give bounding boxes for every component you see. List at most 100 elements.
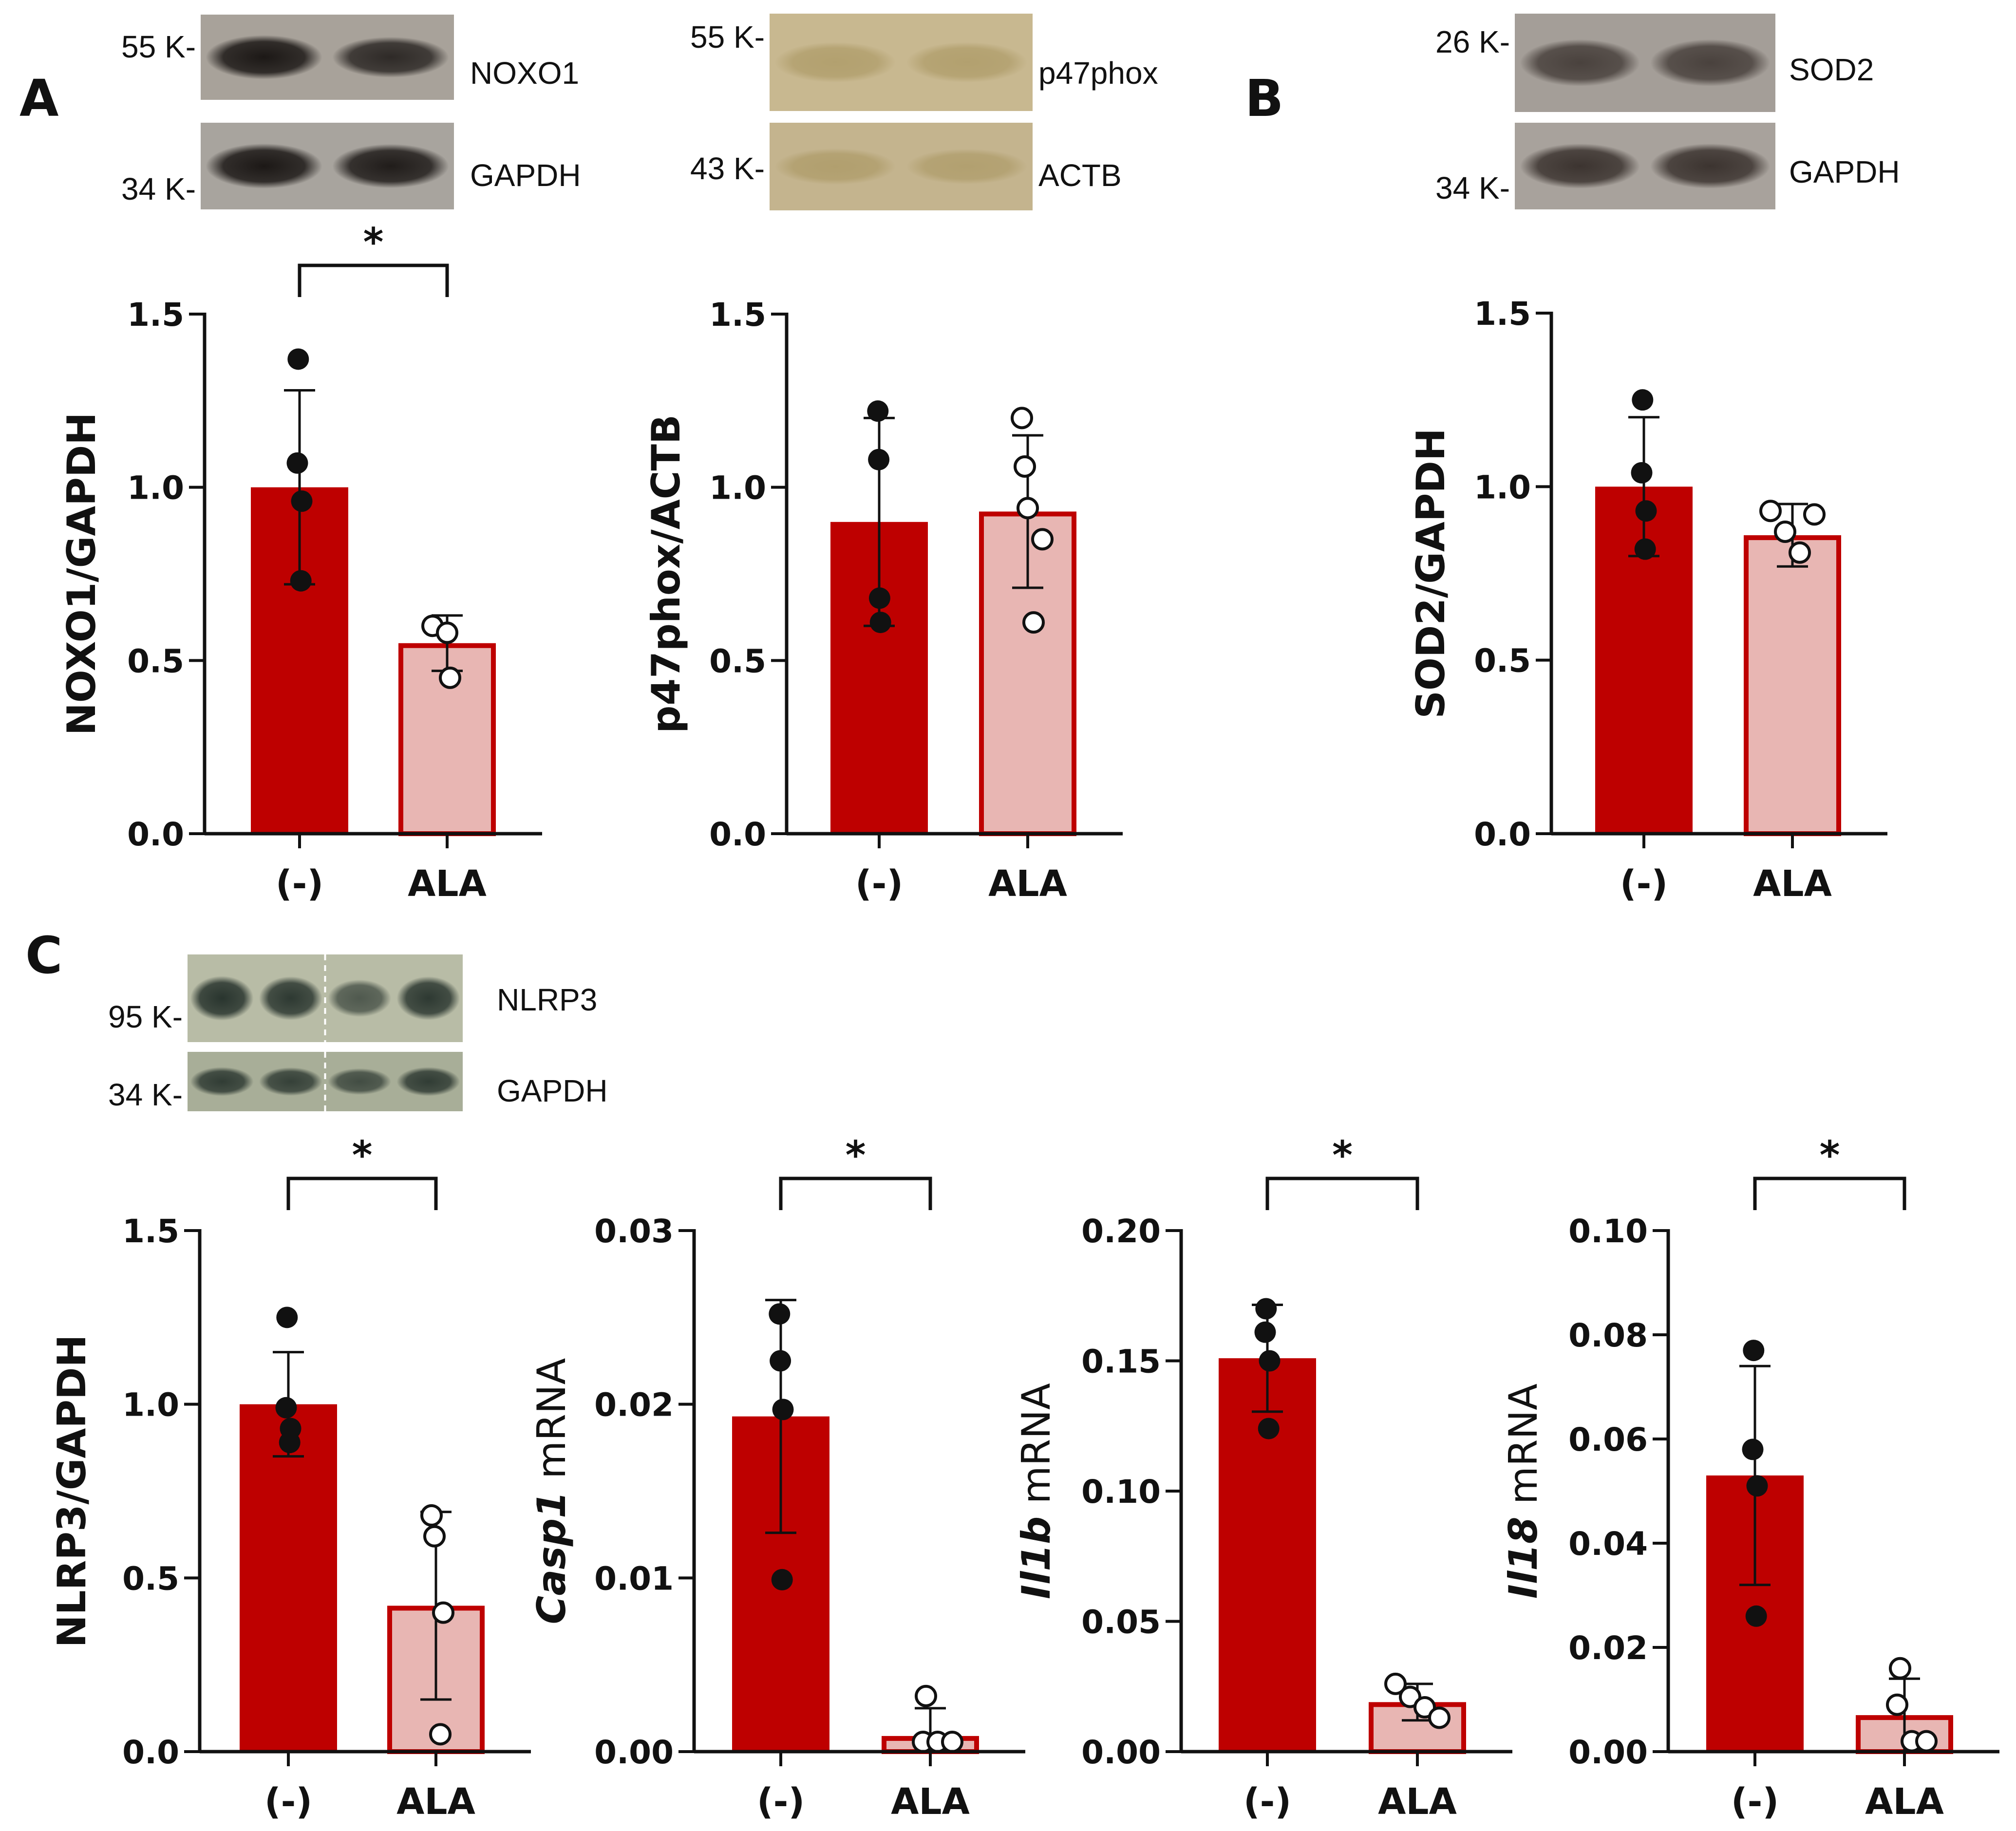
y-tick-label: 0.00	[594, 1734, 674, 1771]
data-point-treated	[915, 1684, 937, 1707]
y-axis-title-unit: mRNA	[1501, 1383, 1546, 1517]
data-point-treated	[1413, 1696, 1436, 1719]
y-axis-title: Il1b mRNA	[1014, 1383, 1059, 1599]
significance-star: *	[846, 1133, 866, 1178]
data-point-treated	[420, 1504, 443, 1527]
significance-bracket	[1753, 1177, 1906, 1210]
bar-control	[1219, 1358, 1316, 1752]
y-tick-label: 0.08	[1568, 1317, 1648, 1354]
x-tick-label: (-)	[264, 1781, 312, 1823]
data-point-control	[1255, 1298, 1277, 1320]
significance-bracket	[298, 263, 449, 297]
blot-marker-loading: 34 K-	[108, 1077, 183, 1112]
data-point-control	[770, 1350, 791, 1372]
y-tick-label: 0.5	[709, 642, 766, 680]
data-point-control	[1632, 389, 1654, 411]
data-point-treated	[429, 1723, 452, 1746]
y-tick-label: 0.5	[1474, 642, 1531, 680]
data-point-control	[1258, 1418, 1280, 1439]
data-point-treated	[1022, 611, 1045, 634]
blot-band	[1650, 39, 1771, 87]
y-tick-label: 1.5	[122, 1213, 179, 1250]
y-axis-title-gene: Il1b	[1014, 1516, 1059, 1599]
blot-loading-label: GAPDH	[470, 158, 581, 193]
western-blots: 55 K- 34 K- NOXO1 GAPDH 55 K- 43 K-p47phox ACT…	[108, 14, 1900, 1112]
blot-target-label: p47phox	[1038, 56, 1158, 91]
chart-casp1: 0.00 0.01 0.02 0.03 (-) ALA Casp1 mRNA *	[529, 1133, 1025, 1823]
y-tick-label: 0.00	[1081, 1734, 1161, 1771]
chart-noxo1: 0.0 0.5 1.0 1.5 (-) ALA NOXO1/GAPDH *	[59, 220, 542, 905]
y-tick-label: 0.0	[1474, 816, 1531, 853]
panel-letter-a: A	[19, 69, 59, 128]
bar-charts: 0.0 0.5 1.0 1.5 (-) ALA NOXO1/GAPDH * 0.0 0.5 1.0 1…	[49, 220, 1999, 1823]
x-tick-label: (-)	[757, 1781, 805, 1823]
data-point-treated	[1428, 1706, 1451, 1729]
data-point-control	[1254, 1321, 1276, 1343]
x-tick-label: ALA	[988, 863, 1067, 905]
y-tick-label: 0.5	[122, 1560, 179, 1597]
bar-control	[240, 1404, 337, 1752]
blot-loading-label: GAPDH	[1789, 154, 1900, 189]
x-tick-label: (-)	[855, 863, 903, 905]
y-tick-label: 0.01	[594, 1560, 674, 1597]
data-point-treated	[432, 1601, 454, 1624]
data-point-treated	[941, 1731, 963, 1753]
y-tick-label: 0.03	[594, 1213, 674, 1250]
data-point-treated	[423, 1525, 446, 1548]
y-tick-label: 1.0	[127, 469, 184, 507]
data-point-treated	[1399, 1685, 1421, 1708]
y-tick-label: 0.02	[1568, 1629, 1648, 1667]
blot-band	[259, 1067, 322, 1096]
y-axis-title-gene: Casp1	[529, 1491, 574, 1624]
blot-band	[190, 1067, 254, 1096]
y-axis-title: NOXO1/GAPDH	[59, 412, 104, 735]
data-point-treated	[1774, 520, 1796, 543]
x-tick-label: (-)	[1620, 863, 1668, 905]
chart-nlrp3: 0.0 0.5 1.0 1.5 (-) ALA NLRP3/GAPDH *	[49, 1133, 531, 1823]
data-point-control	[771, 1569, 793, 1590]
data-point-control	[1634, 538, 1656, 560]
data-point-control	[868, 448, 890, 470]
panel-letter-b: B	[1245, 69, 1283, 128]
blot-band	[774, 42, 896, 83]
y-axis-title: p47phox/ACTB	[643, 414, 689, 733]
blot-p47phox: 55 K- 43 K-p47phox ACTB	[690, 14, 1158, 210]
data-point-control	[1635, 500, 1657, 522]
data-point-treated	[1889, 1657, 1911, 1680]
blot-marker-target: 55 K-	[690, 19, 765, 55]
y-tick-label: 0.15	[1081, 1343, 1161, 1381]
y-tick-label: 0.05	[1081, 1604, 1161, 1641]
data-point-control	[1259, 1350, 1281, 1372]
data-point-treated	[1803, 503, 1826, 526]
data-point-treated	[439, 666, 461, 689]
blot-nlrp3: 95 K- 34 K- NLRP3 GAPDH	[108, 954, 608, 1112]
x-tick-label: (-)	[1731, 1781, 1779, 1823]
blot-band	[206, 143, 322, 189]
blot-noxo1: 55 K- 34 K- NOXO1 GAPDH	[121, 15, 581, 209]
y-tick-label: 0.0	[709, 816, 766, 853]
x-tick-label: ALA	[408, 863, 487, 905]
blot-marker-target: 95 K-	[108, 999, 183, 1034]
y-tick-label: 1.0	[1474, 468, 1531, 506]
blot-sod2: 26 K- 34 K- SOD2 GAPDH	[1435, 14, 1900, 209]
y-axis-title: SOD2/GAPDH	[1408, 428, 1453, 718]
chart-il1b: 0.00 0.05 0.10 0.15 0.20 (-) ALA Il1b mRNA *	[1014, 1133, 1512, 1823]
blot-target-label: SOD2	[1789, 52, 1874, 87]
significance-star: *	[1820, 1133, 1840, 1178]
x-tick-label: ALA	[396, 1781, 475, 1823]
panel-letter-c: C	[25, 926, 62, 985]
data-point-control	[291, 490, 313, 512]
data-point-control	[290, 570, 312, 592]
x-tick-label: ALA	[891, 1781, 970, 1823]
y-tick-label: 1.5	[127, 296, 184, 334]
data-point-treated	[1915, 1730, 1938, 1753]
data-point-treated	[436, 621, 458, 644]
x-tick-label: (-)	[276, 863, 323, 905]
data-point-control	[279, 1432, 301, 1454]
blot-band	[396, 976, 460, 1020]
data-point-treated	[1384, 1672, 1407, 1695]
y-tick-label: 1.5	[1474, 295, 1531, 333]
x-tick-label: ALA	[1378, 1781, 1457, 1823]
blot-band	[906, 149, 1028, 185]
